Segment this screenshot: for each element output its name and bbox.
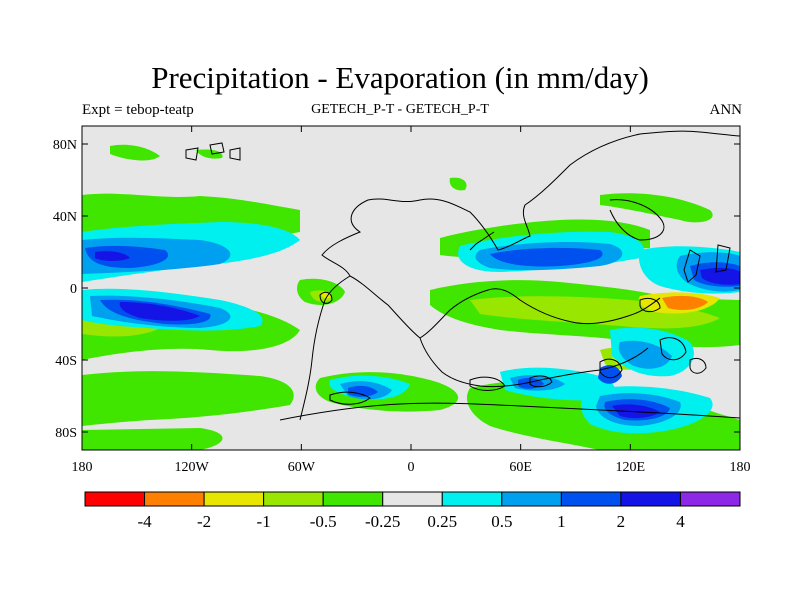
colorbar-label: -0.25 [365, 512, 400, 531]
coastline-continent [419, 337, 649, 388]
colorbar-label: -2 [197, 512, 211, 531]
coastline-island [715, 244, 731, 273]
colorbar-swatch [560, 491, 622, 507]
dataset-label: GETECH_P-T - GETECH_P-T [311, 102, 489, 117]
colorbar-swatch [263, 491, 324, 507]
lat-tick-label: 40N [53, 210, 77, 225]
coastline-island [469, 376, 506, 391]
contour-green [196, 149, 223, 159]
experiment-label: Expt = tebop-teatp [82, 102, 194, 118]
coastline-arc [469, 231, 495, 251]
coastline-island [689, 357, 707, 374]
coastline-island [659, 337, 687, 361]
coastline-island [329, 391, 371, 405]
colorbar-label: -0.5 [310, 512, 337, 531]
contour-darkblue [612, 404, 660, 419]
lat-tick-label: 80S [55, 426, 77, 441]
contour-darkblue [95, 251, 130, 261]
colorbar-label: -1 [257, 512, 271, 531]
coastline-island [319, 291, 333, 304]
map-title: Precipitation - Evaporation (in mm/day) [151, 60, 649, 95]
lon-tick-label: 60E [509, 460, 532, 475]
contour-blue [490, 247, 603, 267]
contour-green [449, 177, 467, 191]
colorbar-label: 4 [676, 512, 685, 531]
coastline-island [639, 297, 661, 313]
lat-tick-label: 0 [70, 282, 77, 297]
contour-blue [348, 385, 378, 397]
colorbar-swatch [84, 491, 146, 507]
colorbar-swatch [382, 491, 443, 507]
coastline-island [529, 375, 553, 388]
lat-tick-label: 40S [55, 354, 77, 369]
colorbar-swatch [501, 491, 562, 507]
colorbar-swatch [679, 491, 741, 507]
coastlines [185, 130, 740, 421]
colorbar-swatch [322, 491, 384, 507]
coastline-island [185, 147, 199, 161]
coastline-island [229, 147, 241, 161]
axis-ticks: 80N 40N 0 40S 80S 180 120W 60W 0 60E 120E 180 [53, 126, 751, 475]
lon-tick-label: 180 [72, 460, 93, 475]
colorbar-swatch [620, 491, 681, 507]
lon-tick-label: 180 [730, 460, 751, 475]
lon-tick-label: 0 [408, 460, 415, 475]
contour-blue [598, 365, 622, 384]
colorbar-label: 2 [617, 512, 626, 531]
colorbar-label: 0.5 [491, 512, 512, 531]
coastline-island [683, 249, 701, 283]
coastline-continent [349, 275, 661, 339]
map-plot-area [82, 126, 740, 450]
contour-green [82, 428, 223, 450]
colorbar-swatch [144, 491, 205, 507]
contour-darkblue [119, 302, 200, 321]
contour-green [110, 144, 160, 161]
lon-tick-label: 60W [288, 460, 316, 475]
lon-tick-label: 120E [616, 460, 646, 475]
contour-lightblue [618, 340, 672, 369]
lat-tick-label: 80N [53, 138, 77, 153]
contour-fills [82, 144, 740, 450]
season-label: ANN [709, 102, 743, 118]
colorbar: -4 -2 -1 -0.5 -0.25 0.25 0.5 1 2 4 [84, 491, 741, 531]
coastline-arc [609, 199, 665, 241]
contour-orange [662, 295, 708, 310]
colorbar-swatch [203, 491, 265, 507]
coastline-island [209, 142, 225, 155]
coastline-continent [279, 402, 740, 421]
coastline-continent [299, 130, 740, 421]
colorbar-label: -4 [137, 512, 152, 531]
lon-tick-label: 120W [175, 460, 210, 475]
colorbar-swatch [441, 491, 503, 507]
colorbar-label: 1 [557, 512, 566, 531]
contour-darkblue [700, 267, 740, 285]
colorbar-label: 0.25 [427, 512, 457, 531]
contour-green [82, 371, 294, 426]
coastline-island [599, 358, 623, 379]
